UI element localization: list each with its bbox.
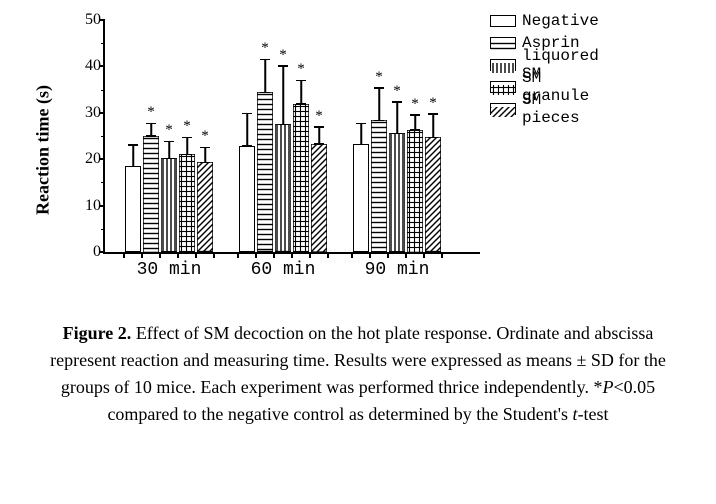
bar: * [407, 130, 423, 252]
y-minor-tick [101, 90, 105, 91]
error-bar [360, 123, 362, 144]
y-tick-label: 0 [75, 243, 101, 261]
x-tick-mark [237, 252, 239, 258]
x-tick-mark [273, 252, 275, 258]
x-tick-mark [309, 252, 311, 258]
significance-marker: * [147, 104, 155, 121]
page: Reaction time (s) 0102030405030 min****6… [0, 0, 716, 504]
bar: * [389, 133, 405, 252]
error-bar [300, 80, 302, 104]
bar: * [371, 120, 387, 252]
error-bar [396, 102, 398, 134]
significance-marker: * [411, 96, 419, 113]
x-tick-label: 60 min [251, 260, 316, 280]
significance-marker: * [201, 128, 209, 145]
chart: Reaction time (s) 0102030405030 min****6… [35, 10, 587, 290]
error-bar [264, 59, 266, 92]
error-bar [168, 141, 170, 158]
legend-swatch [490, 81, 516, 93]
significance-marker: * [429, 95, 437, 112]
significance-marker: * [375, 69, 383, 86]
caption-text-1: Effect of SM decoction on the hot plate … [50, 323, 666, 397]
y-tick-mark [99, 205, 105, 207]
error-bar [132, 145, 134, 166]
y-axis-label: Reaction time (s) [33, 85, 54, 215]
x-tick-label: 30 min [137, 260, 202, 280]
x-tick-mark [441, 252, 443, 258]
y-minor-tick [101, 229, 105, 230]
bar [239, 146, 255, 252]
significance-marker: * [183, 118, 191, 135]
y-tick-label: 30 [75, 104, 101, 122]
y-minor-tick [101, 182, 105, 183]
x-tick-mark [255, 252, 257, 258]
bar: * [311, 144, 327, 252]
x-tick-mark [369, 252, 371, 258]
y-minor-tick [101, 136, 105, 137]
figure-label: Figure 2. [63, 323, 132, 343]
x-tick-mark [159, 252, 161, 258]
x-tick-mark [123, 252, 125, 258]
bar: * [197, 162, 213, 252]
error-bar [204, 147, 206, 162]
bar: * [143, 136, 159, 252]
y-tick-mark [99, 65, 105, 67]
bar: * [425, 137, 441, 252]
x-tick-mark [351, 252, 353, 258]
legend-label: SM pieces [522, 91, 599, 127]
bar [125, 166, 141, 252]
error-bar [378, 88, 380, 120]
bar: * [179, 154, 195, 252]
y-tick-label: 40 [75, 57, 101, 75]
error-bar [246, 113, 248, 145]
y-tick-mark [99, 19, 105, 21]
x-tick-mark [387, 252, 389, 258]
significance-marker: * [393, 83, 401, 100]
x-tick-mark [213, 252, 215, 258]
significance-marker: * [297, 61, 305, 78]
y-tick-mark [99, 112, 105, 114]
caption-p-italic: P [603, 377, 614, 397]
error-bar [432, 114, 434, 138]
figure-caption: Figure 2. Effect of SM decoction on the … [0, 320, 716, 428]
legend-item: SM pieces [490, 98, 599, 120]
bar: * [257, 92, 273, 252]
legend-swatch [490, 15, 516, 27]
bar: * [293, 104, 309, 252]
significance-marker: * [279, 47, 287, 64]
error-bar [282, 66, 284, 124]
x-tick-label: 90 min [365, 260, 430, 280]
y-tick-label: 20 [75, 150, 101, 168]
y-tick-label: 10 [75, 197, 101, 215]
legend-swatch [490, 103, 516, 115]
bar [353, 144, 369, 252]
x-tick-mark [327, 252, 329, 258]
legend-swatch [490, 37, 516, 49]
error-bar [318, 127, 320, 144]
x-tick-mark [195, 252, 197, 258]
legend-swatch [490, 59, 516, 71]
error-bar [150, 123, 152, 136]
significance-marker: * [261, 40, 269, 57]
legend-item: Negative [490, 10, 599, 32]
y-minor-tick [101, 43, 105, 44]
error-bar [414, 115, 416, 130]
y-tick-mark [99, 251, 105, 253]
legend-label: Negative [522, 12, 599, 30]
y-tick-label: 50 [75, 11, 101, 29]
x-tick-mark [423, 252, 425, 258]
significance-marker: * [165, 122, 173, 139]
caption-text-3: -test [578, 404, 609, 424]
y-tick-mark [99, 158, 105, 160]
x-tick-mark [405, 252, 407, 258]
significance-marker: * [315, 108, 323, 125]
x-tick-mark [291, 252, 293, 258]
x-tick-mark [177, 252, 179, 258]
legend: NegativeAsprinliquored SMSM granuleSM pi… [490, 10, 599, 120]
plot-area: 0102030405030 min****60 min****90 min***… [103, 20, 480, 254]
error-bar [186, 137, 188, 154]
bar: * [275, 124, 291, 252]
bar: * [161, 158, 177, 252]
x-tick-mark [141, 252, 143, 258]
